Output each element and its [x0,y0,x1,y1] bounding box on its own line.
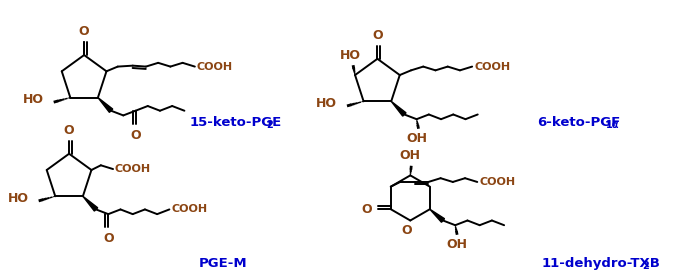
Text: OH: OH [406,132,427,145]
Text: COOH: COOH [479,177,515,187]
Text: OH: OH [447,238,468,251]
Text: PGE-M: PGE-M [199,257,247,270]
Text: 2: 2 [643,261,650,271]
Text: HO: HO [316,97,337,110]
Text: HO: HO [23,93,44,106]
Text: 2: 2 [266,120,273,130]
Text: 11-dehydro-TXB: 11-dehydro-TXB [542,257,661,270]
Text: O: O [372,29,382,42]
Text: 15-keto-PGE: 15-keto-PGE [189,116,281,129]
Text: COOH: COOH [197,61,233,71]
Text: HO: HO [340,49,361,62]
Text: OH: OH [400,149,421,162]
Polygon shape [430,209,445,222]
Text: COOH: COOH [172,204,207,214]
Text: O: O [79,25,89,38]
Text: 6-keto-PGF: 6-keto-PGF [537,116,620,129]
Text: O: O [401,224,412,237]
Polygon shape [98,98,113,112]
Text: O: O [130,129,141,142]
Text: HO: HO [8,192,29,205]
Text: O: O [361,203,372,216]
Text: COOH: COOH [115,164,151,174]
Polygon shape [391,101,406,116]
Text: O: O [64,124,75,137]
Text: COOH: COOH [474,61,510,71]
Text: O: O [103,232,114,245]
Polygon shape [83,196,98,211]
Text: 1α: 1α [606,120,619,130]
